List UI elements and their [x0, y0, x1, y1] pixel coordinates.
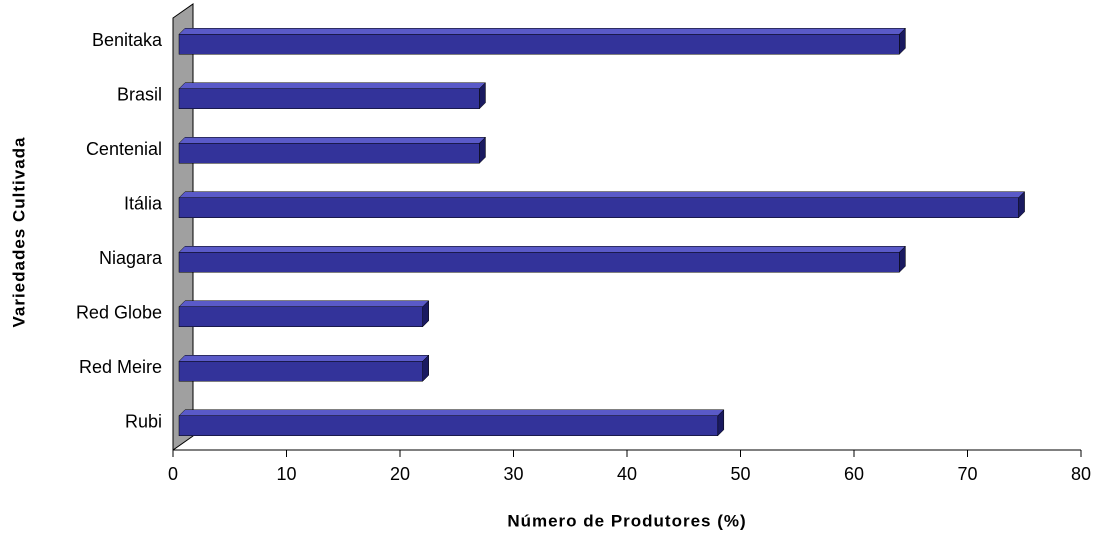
x-tick-label: 80 — [1071, 464, 1091, 484]
x-tick-label: 60 — [844, 464, 864, 484]
bar — [178, 306, 423, 327]
y-tick-label: Itália — [124, 194, 163, 214]
x-tick-label: 0 — [168, 464, 178, 484]
bar-top — [178, 191, 1026, 198]
x-tick-label: 40 — [617, 464, 637, 484]
bar — [178, 361, 423, 382]
y-tick-label: Centenial — [86, 139, 162, 159]
y-tick-label: Rubi — [125, 412, 162, 432]
bar — [178, 197, 1019, 218]
bar-top — [178, 355, 430, 362]
x-axis-title: Número de Produtores (%) — [507, 511, 746, 530]
x-tick-label: 20 — [390, 464, 410, 484]
bar-top — [178, 246, 907, 253]
y-tick-label: Brasil — [117, 85, 162, 105]
bar-top — [178, 409, 725, 416]
y-tick-label: Red Globe — [76, 303, 162, 323]
bar — [178, 252, 900, 273]
y-tick-label: Benitaka — [92, 30, 163, 50]
bar — [178, 143, 480, 164]
back-wall — [172, 3, 194, 451]
y-tick-label: Niagara — [99, 248, 163, 268]
x-tick-label: 30 — [503, 464, 523, 484]
bar — [178, 415, 719, 436]
bar-top — [178, 82, 487, 89]
x-tick-label: 70 — [957, 464, 977, 484]
bar-top — [178, 137, 487, 144]
y-axis-title: Variedades Cultivada — [9, 136, 28, 327]
x-tick-label: 50 — [730, 464, 750, 484]
bar — [178, 88, 480, 109]
bar — [178, 34, 900, 55]
bar-top — [178, 28, 907, 35]
y-tick-label: Red Meire — [79, 357, 162, 377]
bar-top — [178, 300, 430, 307]
x-tick-label: 10 — [276, 464, 296, 484]
